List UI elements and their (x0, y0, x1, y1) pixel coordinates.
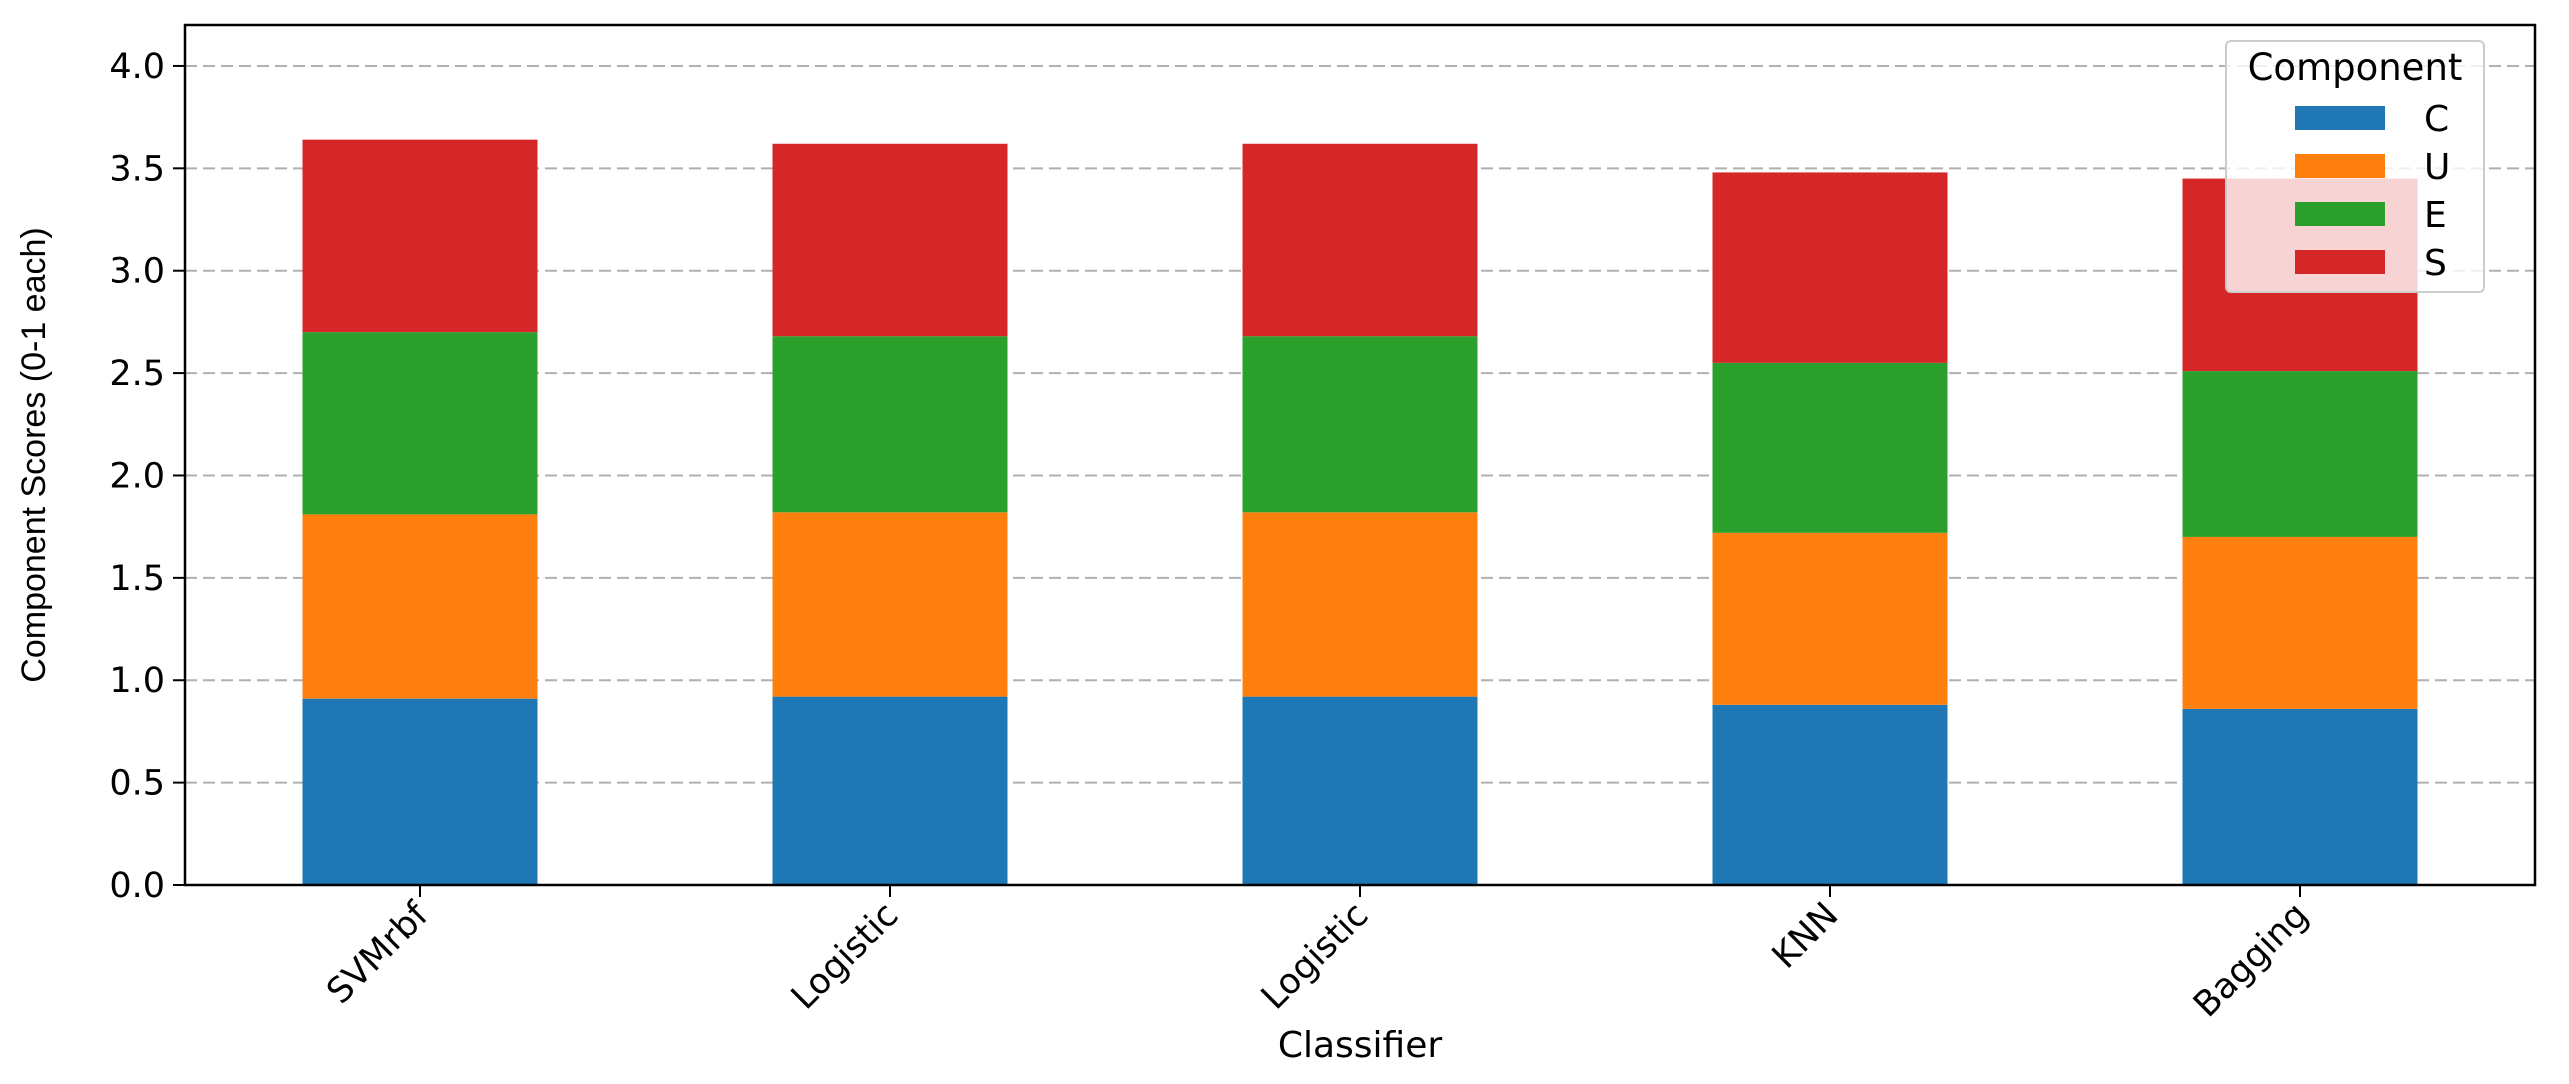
legend-label-u: U (2424, 147, 2450, 188)
bar-segment-s (1242, 143, 1478, 337)
x-tick-label: Logistic (784, 895, 906, 1017)
bar-segment-u (1242, 512, 1478, 697)
x-tick-label: Bagging (2186, 895, 2316, 1025)
legend-label-e: E (2424, 195, 2447, 236)
y-tick-label: 3.0 (109, 252, 165, 292)
y-tick-label: 1.5 (109, 559, 165, 599)
bar-segment-e (302, 332, 538, 515)
bar-segment-c (1242, 696, 1478, 885)
y-tick-label: 2.0 (109, 456, 165, 496)
bar-segment-u (1712, 532, 1948, 705)
y-tick-label: 4.0 (109, 47, 165, 87)
x-axis-title: Classifier (1278, 1025, 1443, 1066)
y-tick-label: 2.5 (109, 354, 165, 394)
y-tick-label: 1.0 (109, 661, 165, 701)
y-tick-label: 0.0 (109, 866, 165, 906)
bar-segment-c (772, 696, 1008, 885)
bar-segment-u (302, 514, 538, 699)
bar-segment-u (2182, 536, 2418, 709)
legend-swatch-c (2295, 106, 2385, 130)
bar-segment-c (2182, 708, 2418, 885)
bar-segment-u (772, 512, 1008, 697)
y-tick-label: 0.5 (109, 764, 165, 804)
bars (302, 139, 2418, 885)
bar-segment-e (772, 336, 1008, 513)
bar-segment-c (1712, 704, 1948, 885)
legend-title: Component (2248, 46, 2463, 89)
x-tick-label: Logistic (1254, 895, 1376, 1017)
x-tick-label: SVMrbf (319, 895, 436, 1012)
bar-segment-e (2182, 371, 2418, 537)
bar-segment-s (302, 139, 538, 333)
legend-swatch-u (2295, 154, 2385, 178)
legend-swatch-e (2295, 202, 2385, 226)
y-axis-ticks: 0.0 0.5 1.0 1.5 2.0 2.5 3.0 3.5 4.0 (109, 47, 185, 906)
legend-label-s: S (2424, 243, 2447, 284)
bar-segment-s (1712, 172, 1948, 363)
y-axis-title: Component Scores (0-1 each) (15, 227, 53, 682)
bar-segment-s (772, 143, 1008, 337)
legend-swatch-s (2295, 250, 2385, 274)
bar-segment-e (1712, 362, 1948, 533)
bar-segment-c (302, 698, 538, 885)
legend-label-c: C (2424, 99, 2449, 140)
x-tick-label: KNN (1765, 895, 1847, 977)
y-tick-label: 3.5 (109, 149, 165, 189)
bar-segment-e (1242, 336, 1478, 513)
x-axis-ticks: SVMrbf Logistic Logistic KNN Bagging (319, 885, 2316, 1025)
